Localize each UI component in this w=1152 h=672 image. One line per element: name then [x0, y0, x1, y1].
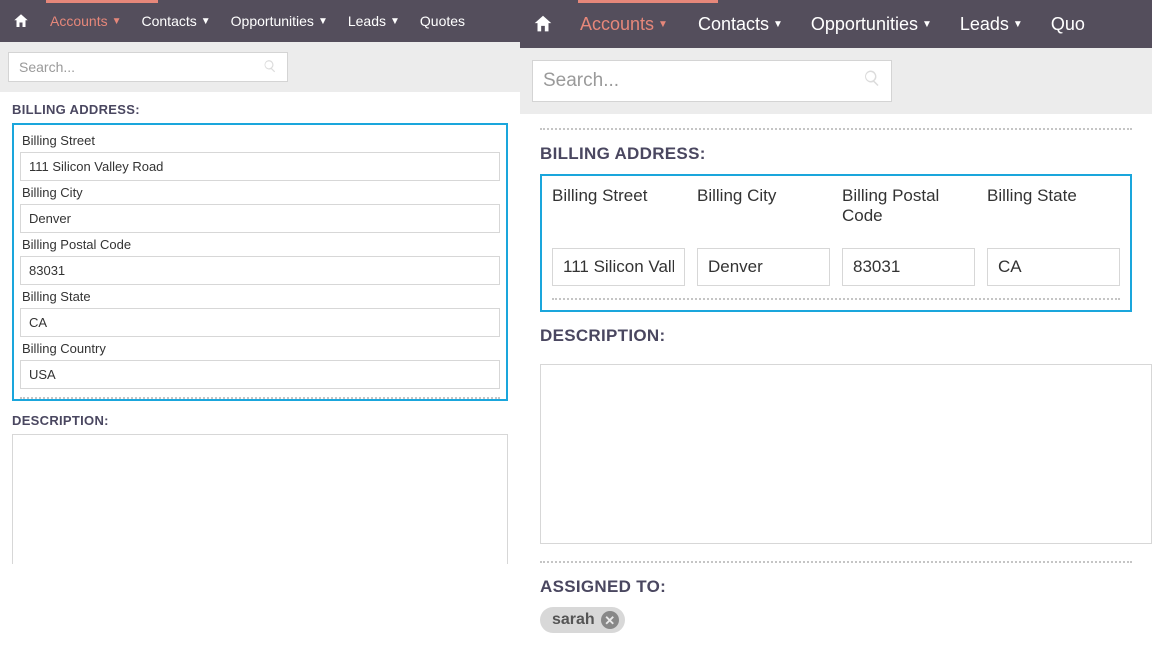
search-input[interactable]	[533, 61, 891, 101]
field-label: Billing City	[697, 186, 830, 230]
field-billing-state: Billing State	[20, 289, 500, 337]
field-label: Billing Postal Code	[22, 237, 500, 252]
home-icon[interactable]	[12, 12, 30, 30]
nav-label: Opportunities	[811, 14, 918, 35]
billing-street-input[interactable]	[552, 248, 685, 286]
search-row	[520, 48, 1152, 114]
billing-postal-input[interactable]	[20, 256, 500, 285]
assignee-name: sarah	[552, 611, 595, 629]
nav-opportunities[interactable]: Opportunities ▼	[797, 0, 946, 48]
nav-leads[interactable]: Leads ▼	[946, 0, 1037, 48]
description-section-label: DESCRIPTION:	[12, 413, 508, 428]
billing-address-group: Billing Street Billing City Billing Post…	[540, 174, 1132, 312]
billing-country-input[interactable]	[20, 360, 500, 389]
field-label: Billing Country	[22, 341, 500, 356]
field-billing-country: Billing Country	[20, 341, 500, 389]
nav-label: Accounts	[580, 14, 654, 35]
nav-label: Contacts	[142, 13, 197, 29]
nav-quotes[interactable]: Quotes	[410, 0, 475, 42]
billing-city-input[interactable]	[20, 204, 500, 233]
chevron-down-icon: ▼	[112, 16, 122, 27]
billing-section-label: BILLING ADDRESS:	[12, 102, 508, 117]
navbar: Accounts ▼ Contacts ▼ Opportunities ▼ Leads…	[520, 0, 1152, 48]
nav-label: Opportunities	[231, 13, 314, 29]
assignee-chip[interactable]: sarah ✕	[540, 607, 625, 633]
nav-label: Leads	[348, 13, 386, 29]
field-label: Billing Street	[22, 133, 500, 148]
right-pane: Accounts ▼ Contacts ▼ Opportunities ▼ Leads…	[520, 0, 1152, 633]
nav-leads[interactable]: Leads ▼	[338, 0, 410, 42]
chevron-down-icon: ▼	[201, 16, 211, 27]
search-input[interactable]	[9, 53, 287, 81]
description-section-label: DESCRIPTION:	[540, 326, 1132, 346]
left-pane: Accounts ▼ Contacts ▼ Opportunities ▼ Leads…	[0, 0, 520, 564]
billing-street-input[interactable]	[20, 152, 500, 181]
assigned-section-label: ASSIGNED TO:	[540, 577, 1132, 597]
description-textarea[interactable]	[540, 364, 1152, 544]
active-tab-indicator	[578, 0, 718, 3]
field-label: Billing Street	[552, 186, 685, 230]
field-label: Billing State	[987, 186, 1120, 230]
chevron-down-icon: ▼	[922, 19, 932, 30]
field-label: Billing State	[22, 289, 500, 304]
nav-label: Quotes	[420, 13, 465, 29]
field-billing-postal: Billing Postal Code	[842, 186, 975, 286]
field-billing-state: Billing State	[987, 186, 1120, 286]
billing-postal-input[interactable]	[842, 248, 975, 286]
search-icon[interactable]	[863, 69, 881, 93]
chevron-down-icon: ▼	[658, 19, 668, 30]
content-area: BILLING ADDRESS: Billing Street Billing …	[520, 114, 1152, 633]
dotted-separator	[540, 561, 1132, 563]
field-label: Billing City	[22, 185, 500, 200]
billing-state-input[interactable]	[987, 248, 1120, 286]
chevron-down-icon: ▼	[390, 16, 400, 27]
chevron-down-icon: ▼	[773, 19, 783, 30]
chevron-down-icon: ▼	[318, 16, 328, 27]
nav-accounts[interactable]: Accounts ▼	[564, 0, 684, 48]
chevron-down-icon: ▼	[1013, 19, 1023, 30]
nav-accounts[interactable]: Accounts ▼	[40, 0, 132, 42]
dotted-separator	[540, 128, 1132, 130]
home-icon[interactable]	[532, 13, 554, 35]
nav-contacts[interactable]: Contacts ▼	[684, 0, 797, 48]
field-billing-postal: Billing Postal Code	[20, 237, 500, 285]
assigned-chips: sarah ✕	[540, 607, 1132, 633]
remove-chip-icon[interactable]: ✕	[601, 611, 619, 629]
search-box	[8, 52, 288, 82]
dotted-separator	[552, 298, 1120, 300]
nav-opportunities[interactable]: Opportunities ▼	[221, 0, 338, 42]
billing-state-input[interactable]	[20, 308, 500, 337]
nav-label: Contacts	[698, 14, 769, 35]
navbar: Accounts ▼ Contacts ▼ Opportunities ▼ Leads…	[0, 0, 520, 42]
active-tab-indicator	[46, 0, 158, 3]
field-label: Billing Postal Code	[842, 186, 975, 230]
billing-address-group: Billing Street Billing City Billing Post…	[12, 123, 508, 401]
field-billing-street: Billing Street	[552, 186, 685, 286]
billing-fields-row: Billing Street Billing City Billing Post…	[552, 186, 1120, 286]
nav-label: Leads	[960, 14, 1009, 35]
billing-city-input[interactable]	[697, 248, 830, 286]
search-box	[532, 60, 892, 102]
field-billing-city: Billing City	[20, 185, 500, 233]
search-icon[interactable]	[263, 59, 277, 76]
field-billing-street: Billing Street	[20, 133, 500, 181]
billing-section-label: BILLING ADDRESS:	[540, 144, 1132, 164]
nav-label: Accounts	[50, 13, 108, 29]
dotted-separator	[20, 397, 500, 399]
field-billing-city: Billing City	[697, 186, 830, 286]
description-box[interactable]	[12, 434, 508, 564]
nav-quotes[interactable]: Quo	[1037, 0, 1085, 48]
search-row	[0, 42, 520, 92]
content-area: BILLING ADDRESS: Billing Street Billing …	[0, 92, 520, 564]
nav-contacts[interactable]: Contacts ▼	[132, 0, 221, 42]
nav-label: Quo	[1051, 14, 1085, 35]
